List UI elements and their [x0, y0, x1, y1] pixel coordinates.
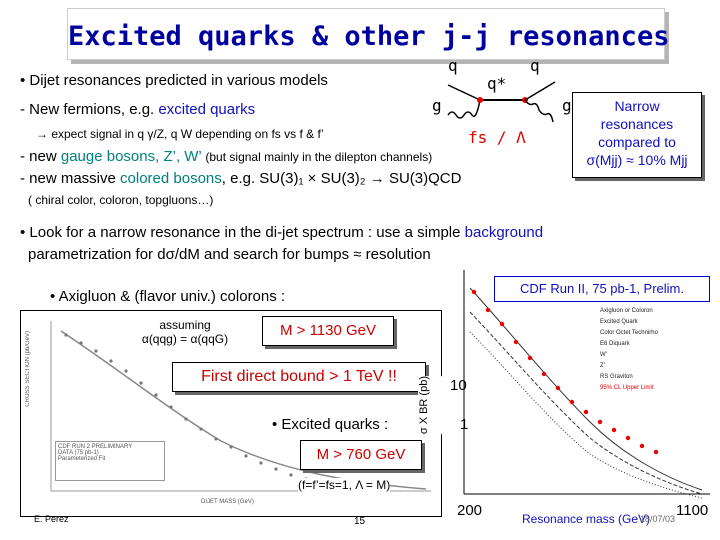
colored-highlight: colored bosons [120, 170, 222, 187]
colored-line: - new massive colored bosons, e.g. SU(3)… [20, 170, 461, 187]
assuming-line-1: assuming [159, 318, 211, 332]
axigluon-limit-box: M > 1130 GeV [262, 316, 394, 346]
assuming-text: assuming α(qqg) = α(qqG) [140, 318, 230, 346]
left-xlabel: DIJET MASS (GeV) [201, 499, 254, 505]
q-left-label: q [448, 56, 458, 75]
footer-author: E. Perez [34, 514, 69, 524]
colored-prefix: - new massive [20, 170, 121, 187]
legend-w-prime: W' [600, 352, 607, 358]
legend-technirho: Color Octet Technirho [600, 330, 658, 336]
feynman-diagram [447, 81, 556, 123]
narrow-line-2: resonances [600, 116, 674, 132]
legend-diquark: E6 Diquark [600, 341, 630, 347]
look-line-1: • Look for a narrow resonance in the di-… [20, 224, 543, 241]
chiral-line: ( chiral color, coloron, topgluons…) [28, 193, 214, 207]
legend-excited-quark: Excited Quark [600, 319, 638, 325]
excited-quark-curve [469, 311, 703, 495]
g-left-label: g [432, 96, 442, 115]
first-bound-text: First direct bound > 1 TeV !! [201, 368, 397, 385]
excited-label: • Excited quarks : [272, 416, 389, 433]
cdf-run-label: CDF Run II, 75 pb-1, Prelim. [520, 281, 684, 296]
left-ylabel: CROSS SECTION (pb/GeV) [25, 331, 31, 407]
look-text-1: • Look for a narrow resonance in the di-… [20, 224, 465, 241]
legend-upper-limit: 95% CL Upper Limit [600, 385, 654, 391]
excited-limit-box: M > 760 GeV [300, 440, 422, 470]
colored-suffix: , e.g. SU(3)₁ × SU(3)₂ → SU(3)QCD [221, 170, 462, 187]
coupling-label: fs / Λ [468, 128, 526, 147]
first-bound-box: First direct bound > 1 TeV !! [172, 362, 426, 392]
narrow-box: Narrow resonances compared to σ(Mjj) ≈ 1… [572, 92, 702, 178]
look-highlight: background [464, 224, 544, 241]
fermions-line: - New fermions, e.g. excited quarks [20, 101, 255, 118]
right-xlabel: Resonance mass (GeV) [522, 512, 651, 526]
left-legend: CDF RUN 2 PRELIMINARY DATA (75 pb-1) Par… [55, 441, 165, 481]
narrow-line-4: σ(Mjj) ≈ 10% Mjj [586, 152, 688, 168]
narrow-line-1: Narrow [614, 98, 660, 114]
legend-z-prime: Z' [600, 363, 605, 369]
footer-date: 18/07/03 [640, 514, 676, 524]
assuming-line-2: α(qqg) = α(qqG) [141, 332, 229, 346]
excited-limit: M > 760 GeV [316, 446, 406, 463]
q-right-label: q [530, 56, 540, 75]
legend-rs-graviton: RS Graviton [600, 374, 633, 380]
gauge-highlight: gauge bosons, Z’, W’ [60, 148, 202, 165]
upper-limit-points [471, 289, 659, 455]
cdf-run-label-box: CDF Run II, 75 pb-1, Prelim. [494, 276, 710, 302]
left-legend-title: CDF RUN 2 PRELIMINARY [58, 444, 133, 450]
x-tick-200: 200 [457, 502, 483, 519]
legend-axigluon: Axigluon or Coloron [600, 308, 653, 314]
dijet-bullet: • Dijet resonances predicted in various … [20, 72, 328, 89]
gauge-prefix: - new [20, 148, 61, 165]
gluon-in-line [447, 99, 481, 119]
limits-svg [463, 270, 710, 499]
axigluon-limit: M > 1130 GeV [279, 322, 377, 339]
gluon-out-line [524, 99, 554, 123]
tick-10: 10 [450, 377, 467, 394]
gauge-suffix: (but signal mainly in the dilepton chann… [205, 150, 433, 164]
x-tick-1100: 1100 [676, 502, 709, 519]
q-in-line [447, 84, 481, 101]
limits-plot: CDF Run II, 75 pb-1, Prelim. Axigluon or… [440, 262, 712, 502]
left-legend-fit: Parameterized Fit [58, 456, 106, 462]
slide-title: Excited quarks & other j-j resonances [68, 21, 670, 52]
g-right-label: g [562, 96, 572, 115]
axigluon-curve [469, 287, 703, 491]
excited-assumption: (f=f’=fs=1, Λ = M) [298, 478, 391, 492]
technirho-curve [469, 331, 703, 499]
narrow-line-3: compared to [598, 134, 676, 150]
axigluon-label: • Axigluon & (flavor univ.) colorons : [50, 288, 286, 305]
left-legend-data: DATA (75 pb-1) [58, 450, 99, 456]
fermions-highlight: excited quarks [158, 101, 256, 118]
footer-page: 15 [354, 516, 366, 527]
right-legend: Axigluon or Coloron Excited Quark Color … [600, 306, 708, 394]
title-box: Excited quarks & other j-j resonances [67, 8, 670, 60]
expect-line: → expect signal in q γ/Z, q W depending … [36, 127, 324, 141]
vertex-left [477, 97, 483, 103]
gauge-line: - new gauge bosons, Z’, W’ (but signal m… [20, 148, 432, 165]
q-star-label: q* [487, 74, 507, 93]
right-ylabel: σ X BR (pb) [418, 376, 442, 435]
look-line-2: parametrization for dσ/dM and search for… [28, 246, 431, 263]
tick-1: 1 [460, 416, 469, 433]
fermions-prefix: - New fermions, e.g. [20, 101, 159, 118]
q-out-line [524, 81, 556, 101]
